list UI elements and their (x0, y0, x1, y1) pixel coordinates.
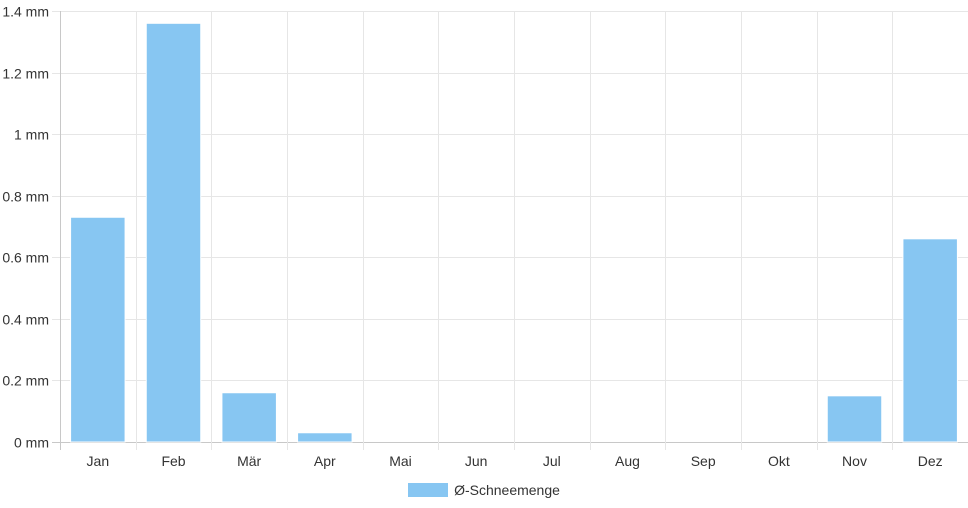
bar-mär[interactable]: Mär: 0.16 (221, 392, 277, 443)
legend-swatch (408, 483, 449, 497)
y-tick-label: 1.2 mm (2, 66, 49, 82)
y-tick-label: 0.4 mm (2, 312, 49, 328)
bar-apr[interactable]: Apr: 0.03 (297, 432, 353, 443)
bar-dez[interactable]: Dez: 0.66 (902, 238, 958, 443)
y-tick-label: 0.8 mm (2, 189, 49, 205)
x-tick-label: Feb (161, 453, 185, 469)
x-tick-label: Jun (465, 453, 488, 469)
bar-jan[interactable]: Jan: 0.73 (70, 216, 126, 443)
x-tick-label: Sep (691, 453, 716, 469)
y-tick-label: 1 mm (14, 127, 49, 143)
x-tick-label: Jul (543, 453, 561, 469)
y-axis-ticks: 0 mm 0.2 mm 0.4 mm 0.6 mm 0.8 mm 1 mm 1.2 mm 1.… (2, 4, 49, 451)
y-tick-label: 0.6 mm (2, 250, 49, 266)
x-tick-label: Nov (842, 453, 867, 469)
x-tick-label: Jan (87, 453, 110, 469)
x-axis-ticks: Jan Feb Mär Apr Mai Jun Jul Aug Sep Okt Nov Dez (87, 453, 943, 469)
x-tick-label: Mai (389, 453, 412, 469)
bar-series: Jan: 0.73Feb: 1.36Mär: 0.16Apr: 0.03Mai:… (70, 22, 958, 443)
y-tick-label: 1.4 mm (2, 4, 49, 20)
bar-feb[interactable]: Feb: 1.36 (145, 22, 202, 443)
x-tick-label: Apr (314, 453, 336, 469)
x-tick-label: Mär (237, 453, 261, 469)
legend[interactable]: Ø-Schneemenge (0, 480, 968, 500)
y-tick-label: 0 mm (14, 435, 49, 451)
x-tick-label: Okt (768, 453, 790, 469)
y-tick-label: 0.2 mm (2, 373, 49, 389)
grid-lines (52, 11, 968, 450)
bar-nov[interactable]: Nov: 0.15 (826, 395, 883, 443)
x-tick-label: Dez (918, 453, 943, 469)
legend-label: Ø-Schneemenge (454, 482, 560, 498)
x-tick-label: Aug (615, 453, 640, 469)
